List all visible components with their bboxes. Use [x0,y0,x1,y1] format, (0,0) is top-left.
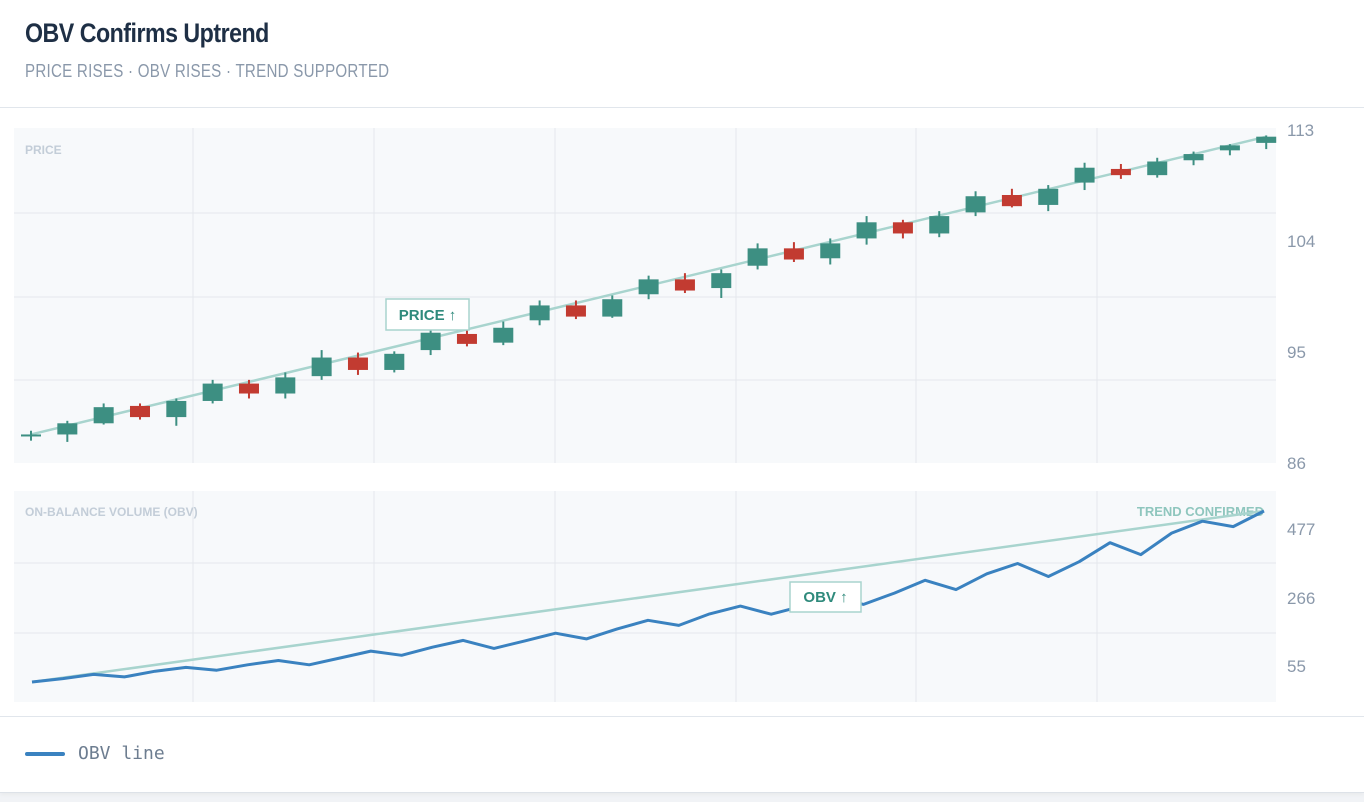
candle-body [1183,154,1204,161]
price-annotation-text: PRICE ↑ [399,307,457,324]
candle [384,351,405,373]
candle [1183,151,1204,166]
candle [638,275,659,300]
price-annotation: PRICE ↑ [385,298,470,331]
chart-svg: PRICE 113 104 95 86 PRICE ↑ ON-BALANCE VOLUME… [14,121,1315,702]
candle-body [1001,195,1022,207]
candle [493,321,514,346]
candle [202,379,223,404]
candle-body [456,333,477,344]
candle-body [202,383,223,401]
candle-body [57,423,78,435]
chart-subtitle: PRICE RISES · OBV RISES · TREND SUPPORTE… [25,61,390,81]
candle [1256,135,1277,150]
candle [529,300,550,326]
candle-body [565,305,586,317]
candle-body [747,248,768,266]
candle-body [311,357,332,377]
candle [57,420,78,442]
candle-body [1219,145,1240,151]
obv-annotation-text: OBV ↑ [803,589,847,606]
chart-title: OBV Confirms Uptrend [25,18,269,48]
candle [93,403,114,425]
candle-body [783,248,804,260]
candle [166,398,187,426]
price-y-tick-label: 86 [1287,454,1306,473]
candle [892,219,913,239]
candle-body [420,332,441,351]
price-annotation-box [385,298,470,331]
candle [129,403,150,420]
legend-label: OBV line [78,743,165,764]
candle-body [384,353,405,370]
candle [21,430,41,441]
obv-trend-line [31,509,1265,684]
price-y-tick-label: 113 [1287,121,1314,140]
obv-annotation-box [789,581,862,613]
candle-body [238,383,259,394]
candle-body [674,279,695,291]
candle [1219,144,1240,156]
candle [929,211,950,238]
candle-body [347,357,368,370]
candle-body [1256,136,1277,143]
legend: OBV line [0,716,1364,793]
obv-series-line [31,509,1265,684]
chart-header: OBV Confirms Uptrend PRICE RISES · OBV R… [0,0,1364,108]
candle [602,295,623,318]
candle-body [129,405,150,418]
candle [783,242,804,262]
candle-body [929,216,950,234]
candle-body [602,299,623,317]
candle [1074,162,1095,191]
obv-y-tick-label: 266 [1287,589,1315,608]
candle-body [965,196,986,213]
candle-body [892,222,913,234]
candle-body [856,222,877,239]
legend-swatch [25,752,65,756]
candle [565,300,586,320]
candle [747,243,768,270]
candle [238,379,259,399]
obv-annotation: OBV ↑ [789,581,862,613]
price-panel: PRICE 113 104 95 86 PRICE ↑ [14,121,1315,473]
candle [420,326,441,356]
obv-panel-label: ON-BALANCE VOLUME (OBV) [25,505,198,519]
candle [347,352,368,375]
candle-body [820,243,841,259]
candle [311,350,332,380]
candle-body [21,434,41,437]
candle [1110,163,1131,179]
candle-body [166,400,187,418]
candle-body [493,327,514,343]
candle-body [1110,168,1131,176]
candle-body [638,279,659,295]
candle [965,191,986,217]
price-y-tick-label: 95 [1287,343,1306,362]
obv-corner-label: TREND CONFIRMED [1137,504,1264,519]
price-panel-label: PRICE [25,143,62,157]
candle [1001,188,1022,208]
candle-body [1074,167,1095,183]
candle [1038,185,1059,212]
price-y-tick-label: 104 [1287,232,1315,251]
candle-body [93,407,114,424]
candle [1147,157,1168,178]
candle [856,216,877,245]
chart-area: PRICE 113 104 95 86 PRICE ↑ ON-BALANCE VOLUME… [0,108,1364,716]
candle [820,238,841,265]
obv-panel: ON-BALANCE VOLUME (OBV) TREND CONFIRMED 47… [14,491,1315,702]
candle [275,372,296,399]
obv-y-tick-label: 477 [1287,520,1315,539]
candle-body [1147,161,1168,176]
candle [674,273,695,294]
candle-body [529,305,550,321]
candle-body [711,273,732,289]
candle-body [275,377,296,394]
candle [711,269,732,298]
candle-body [1038,188,1059,205]
obv-y-tick-label: 55 [1287,657,1306,676]
